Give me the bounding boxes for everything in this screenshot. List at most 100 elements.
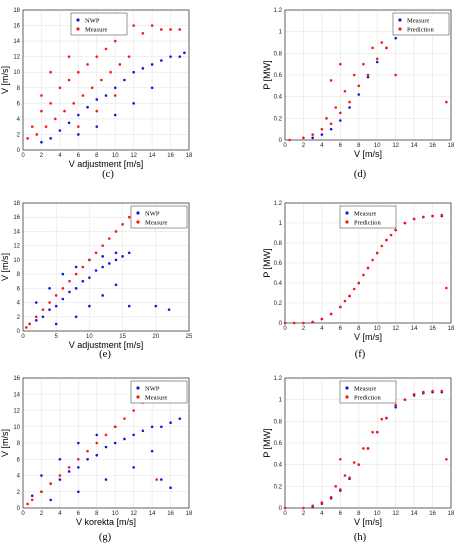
y-tick-label: 4	[17, 301, 21, 307]
panel-caption: (c)	[102, 169, 114, 180]
data-point	[63, 109, 66, 113]
legend-marker	[398, 18, 402, 22]
series-measure	[25, 208, 138, 329]
x-tick-label: 12	[392, 511, 399, 517]
data-point	[67, 121, 71, 125]
data-point	[385, 238, 388, 242]
x-tick-label: 4	[58, 511, 62, 517]
data-point	[389, 233, 393, 237]
x-tick-label: 10	[374, 143, 381, 149]
data-point	[34, 301, 38, 304]
x-tick-label: 4	[58, 153, 62, 159]
x-tick-label: 18	[448, 326, 455, 332]
x-tick-label: 14	[149, 153, 156, 159]
legend-marker	[345, 211, 349, 215]
data-point	[343, 474, 347, 477]
y-tick-label: 14	[13, 229, 20, 235]
x-tick-label: 12	[130, 153, 137, 159]
y-tick-label: 1.2	[274, 201, 283, 207]
data-point	[431, 389, 434, 393]
data-point	[58, 478, 62, 481]
data-point	[343, 299, 347, 303]
legend-marker	[345, 386, 349, 390]
series-nwp	[30, 417, 182, 502]
data-point	[67, 470, 71, 473]
legend-marker	[398, 27, 402, 31]
data-point	[81, 265, 85, 269]
data-point	[34, 315, 38, 319]
data-point	[169, 55, 172, 58]
data-point	[339, 119, 342, 122]
legend-entry: Measure	[354, 385, 376, 392]
data-point	[40, 94, 43, 97]
data-point	[394, 403, 397, 407]
data-point	[49, 137, 52, 140]
data-point	[88, 304, 91, 308]
data-point	[371, 46, 374, 50]
data-point	[77, 457, 80, 461]
x-tick-label: 16	[429, 511, 436, 517]
data-point	[101, 244, 104, 247]
data-point	[352, 461, 356, 464]
x-tick-label: 6	[77, 153, 81, 159]
data-point	[380, 244, 384, 248]
data-point	[329, 312, 333, 316]
panel-caption: (e)	[99, 349, 111, 360]
data-point	[100, 78, 103, 82]
data-point	[371, 430, 374, 434]
data-point	[325, 117, 328, 120]
series-prediction	[283, 389, 448, 510]
data-point	[366, 447, 370, 450]
y-tick-label: 1	[279, 398, 283, 404]
data-point	[34, 319, 38, 322]
x-tick-label: 20	[152, 334, 159, 340]
x-tick-label: 5	[55, 334, 59, 340]
data-point	[132, 102, 135, 105]
legend-box	[392, 12, 450, 36]
data-point	[440, 213, 444, 217]
data-point	[132, 409, 135, 412]
data-point	[113, 441, 117, 445]
x-tick-label: 4	[320, 143, 324, 149]
y-tick-label: 1.2	[274, 8, 283, 14]
data-point	[132, 433, 135, 437]
data-point	[403, 398, 407, 401]
x-tick-label: 14	[149, 511, 156, 517]
data-point	[113, 94, 117, 97]
x-axis-label: V adjustment [m/s]	[69, 159, 144, 169]
x-tick-label: 25	[186, 334, 193, 340]
data-point	[422, 390, 425, 394]
data-point	[352, 73, 356, 77]
data-point	[104, 94, 108, 97]
data-point	[95, 453, 99, 457]
x-tick-label: 12	[392, 143, 399, 149]
y-tick-label: 8	[17, 272, 21, 278]
data-point	[49, 498, 52, 502]
data-point	[121, 223, 124, 226]
x-tick-label: 6	[339, 143, 343, 149]
data-point	[61, 272, 65, 276]
data-point	[169, 486, 172, 489]
x-tick-label: 8	[357, 143, 361, 149]
data-point	[104, 478, 108, 481]
y-tick-label: 2	[17, 490, 21, 496]
data-point	[30, 494, 34, 498]
data-point	[311, 320, 314, 324]
data-point	[101, 294, 104, 297]
data-point	[28, 322, 31, 326]
legend-box	[130, 205, 188, 229]
data-point	[339, 305, 342, 309]
axes-frame	[284, 9, 452, 141]
data-point	[86, 449, 89, 453]
x-tick-label: 2	[40, 153, 44, 159]
data-point	[339, 111, 342, 115]
data-point	[77, 466, 80, 469]
data-point	[53, 117, 57, 121]
data-point	[150, 24, 154, 27]
data-point	[160, 59, 163, 62]
y-tick-label: 1	[279, 221, 283, 227]
series-measure	[26, 24, 182, 140]
data-point	[362, 447, 365, 450]
data-point	[86, 105, 89, 109]
panel-caption: (h)	[354, 532, 367, 543]
